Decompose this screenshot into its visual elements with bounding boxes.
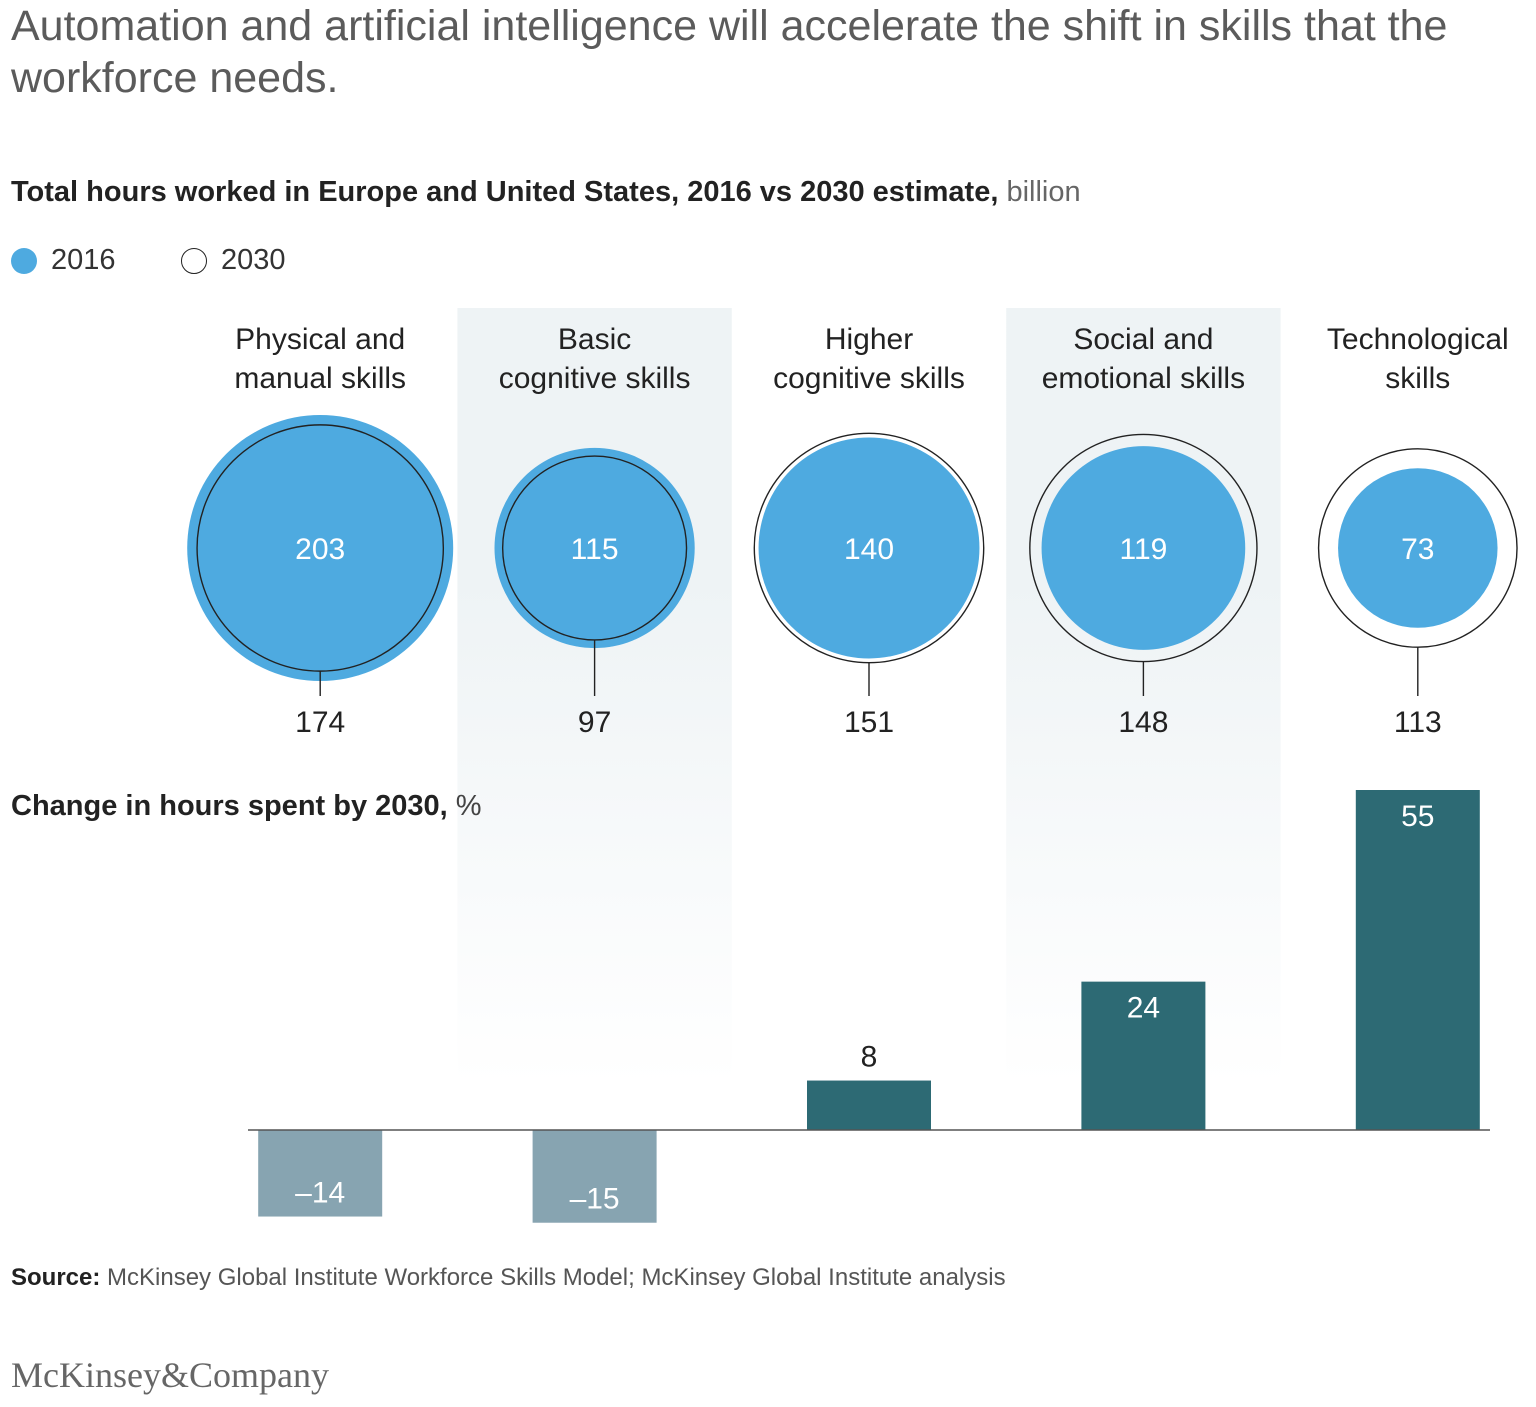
bubble-2016 (1338, 468, 1498, 628)
category-label-line: cognitive skills (499, 362, 691, 395)
category-label-line: skills (1385, 362, 1450, 395)
change-bar-label: 24 (1127, 992, 1160, 1025)
value-label-2030: 174 (295, 706, 345, 739)
change-bar-label: –15 (570, 1183, 620, 1216)
change-bar-label: 8 (861, 1041, 878, 1074)
change-axis-label-unit: % (447, 790, 482, 822)
legend-label-2016: 2016 (51, 244, 116, 276)
source-text: McKinsey Global Institute Workforce Skil… (100, 1264, 1006, 1291)
value-label-2016: 115 (571, 533, 619, 566)
value-label-2016: 119 (1119, 533, 1167, 566)
category-label-line: Technological (1327, 323, 1509, 356)
category-label-2: Basic cognitive skills (499, 323, 691, 395)
change-bar (1355, 790, 1480, 1130)
value-label-2016: 203 (295, 533, 345, 566)
category-label-3: Higher cognitive skills (773, 323, 965, 395)
value-label-2030: 97 (578, 706, 611, 739)
category-label-line: manual skills (234, 362, 406, 395)
category-label-line: Basic (558, 323, 631, 356)
source-note: Source: McKinsey Global Institute Workfo… (11, 1264, 1006, 1292)
change-bar (532, 1130, 657, 1223)
legend-label-2030: 2030 (221, 244, 286, 276)
value-label-2030: 113 (1394, 706, 1442, 739)
category-label-5: Technological skills (1327, 323, 1509, 395)
category-label-4: Social and emotional skills (1042, 323, 1245, 395)
category-label-line: Higher (825, 323, 913, 356)
legend-item-2030: 2030 (181, 244, 286, 277)
legend-item-2016: 2016 (11, 244, 116, 277)
bubble-2016 (494, 447, 695, 649)
source-label: Source: (11, 1264, 101, 1291)
highlight-band-2 (457, 308, 732, 1085)
change-bar (1081, 981, 1206, 1130)
filled-circle-icon (11, 247, 37, 274)
category-label-1: Physical and manual skills (234, 323, 406, 395)
outline-circle-icon (181, 247, 207, 274)
value-label-2016: 73 (1401, 533, 1434, 566)
highlight-band-4 (1006, 308, 1281, 1085)
category-label-line: cognitive skills (773, 362, 965, 395)
subtitle-main: Total hours worked in Europe and United … (11, 176, 999, 208)
category-label-line: Physical and (235, 323, 405, 356)
change-bar (258, 1130, 383, 1217)
bubble-2016 (758, 437, 980, 659)
change-bar-label: 55 (1401, 800, 1434, 833)
category-label-line: emotional skills (1042, 362, 1245, 395)
value-label-2030: 148 (1118, 706, 1168, 739)
bubble-2016 (1041, 446, 1246, 650)
category-label-line: Social and (1073, 323, 1213, 356)
change-axis-label-main: Change in hours spent by 2030, (11, 790, 448, 822)
chart-subtitle: Total hours worked in Europe and United … (11, 176, 1081, 209)
value-label-2016: 140 (844, 533, 894, 566)
change-axis-label: Change in hours spent by 2030, % (11, 787, 482, 825)
change-bar-label: –14 (295, 1177, 345, 1210)
value-label-2030: 151 (844, 706, 894, 739)
headline: Automation and artificial intelligence w… (11, 2, 1448, 102)
bubble-2016 (187, 415, 454, 681)
brand-logo: McKinsey&Company (11, 1355, 329, 1395)
subtitle-unit: billion (998, 176, 1081, 208)
change-bar (807, 1080, 931, 1130)
